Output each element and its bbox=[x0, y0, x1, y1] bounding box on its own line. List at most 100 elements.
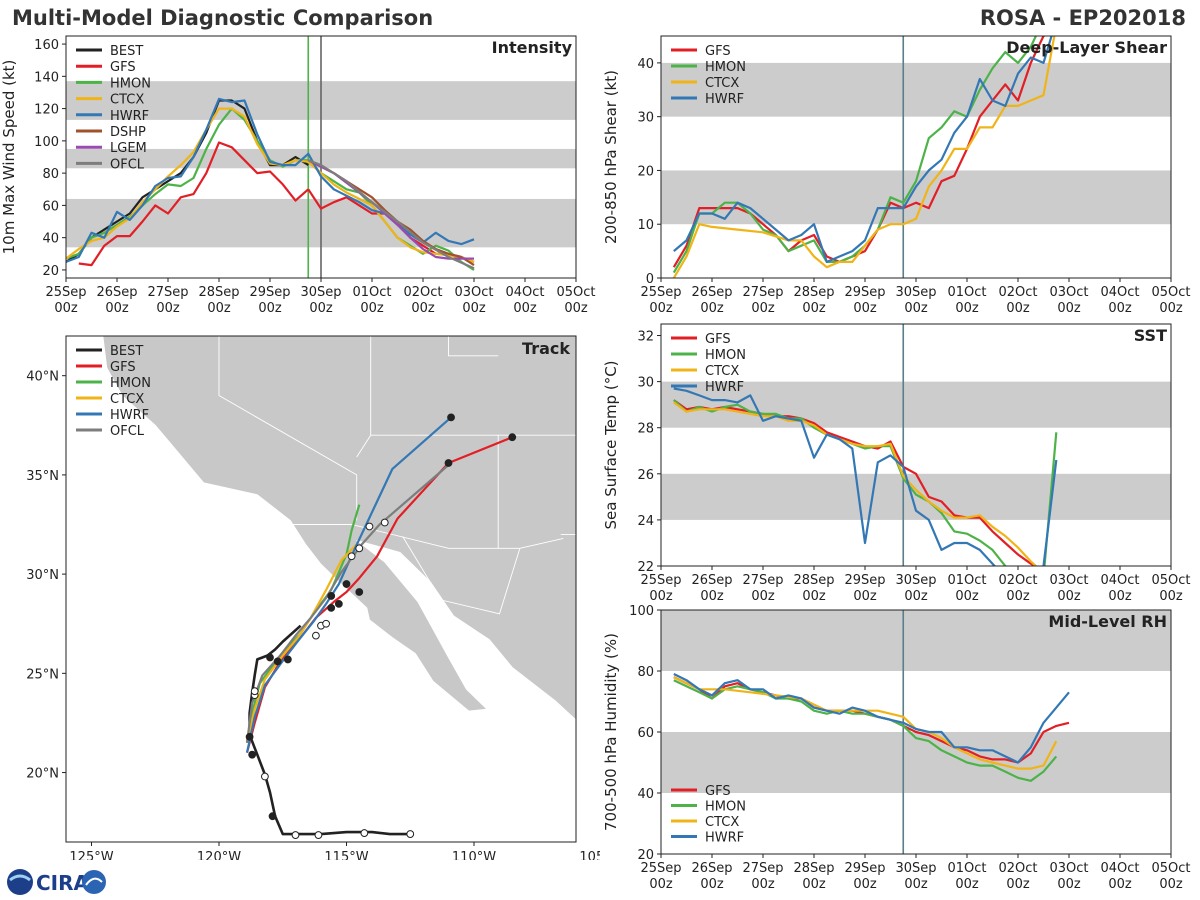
legend-label: CTCX bbox=[705, 76, 739, 91]
x-tick-date: 03Oct bbox=[1049, 861, 1088, 876]
x-tick-date: 25Sep bbox=[45, 285, 86, 300]
lat-tick-label: 30°N bbox=[26, 568, 59, 583]
y-tick-label: 40 bbox=[637, 57, 654, 72]
track-position-marker bbox=[245, 732, 254, 741]
series-line-hwrf bbox=[66, 97, 475, 263]
x-tick-date: 26Sep bbox=[691, 861, 732, 876]
track-position-marker bbox=[508, 433, 517, 442]
x-tick-hour: 00z bbox=[1108, 877, 1132, 892]
track-position-marker bbox=[360, 829, 369, 837]
x-tick-date: 27Sep bbox=[742, 573, 783, 588]
x-tick-date: 03Oct bbox=[454, 285, 493, 300]
x-tick-date: 27Sep bbox=[742, 861, 783, 876]
lat-tick-label: 40°N bbox=[26, 370, 59, 385]
map-frame bbox=[65, 335, 577, 843]
logo-text: CIRA bbox=[36, 871, 90, 895]
x-tick-hour: 00z bbox=[1006, 589, 1030, 604]
x-tick-date: 25Sep bbox=[640, 861, 681, 876]
x-tick-hour: 00z bbox=[207, 301, 231, 316]
legend-label: HMON bbox=[705, 348, 746, 363]
y-axis-label: 700-500 hPa Humidity (%) bbox=[602, 633, 620, 831]
x-tick-hour: 00z bbox=[853, 301, 877, 316]
y-tick-label: 100 bbox=[34, 135, 59, 150]
x-tick-date: 04Oct bbox=[505, 285, 544, 300]
y-tick-label: 160 bbox=[34, 38, 59, 53]
political-border bbox=[218, 336, 358, 521]
y-tick-label: 22 bbox=[637, 560, 654, 575]
x-tick-date: 27Sep bbox=[147, 285, 188, 300]
x-tick-hour: 00z bbox=[751, 589, 775, 604]
track-position-marker bbox=[322, 619, 331, 628]
y-tick-label: 20 bbox=[42, 264, 59, 279]
series-line-hmon bbox=[673, 679, 1058, 782]
x-tick-date: 26Sep bbox=[691, 285, 732, 300]
x-tick-hour: 00z bbox=[649, 877, 673, 892]
y-tick-label: 100 bbox=[629, 604, 654, 619]
x-tick-hour: 00z bbox=[258, 301, 282, 316]
track-position-marker bbox=[327, 592, 336, 600]
x-tick-hour: 00z bbox=[802, 877, 826, 892]
x-tick-date: 30Sep bbox=[895, 573, 936, 588]
lon-tick-label: 125°W bbox=[69, 850, 113, 860]
landmass-north-america bbox=[102, 336, 576, 721]
rh-chart: 2040608010025Sep00z26Sep00z27Sep00z28Sep… bbox=[602, 604, 1191, 892]
track-position-marker bbox=[266, 653, 274, 662]
lat-tick-label: 35°N bbox=[26, 469, 59, 484]
track-position-marker bbox=[355, 588, 364, 596]
track-position-marker bbox=[248, 750, 257, 759]
track-position-marker bbox=[261, 772, 269, 781]
x-tick-date: 05Oct bbox=[1151, 573, 1190, 588]
series-line-ofcl bbox=[307, 159, 475, 270]
lon-tick-label: 120°W bbox=[197, 850, 241, 860]
legend-label: GFS bbox=[110, 60, 136, 75]
x-tick-hour: 00z bbox=[564, 301, 588, 316]
x-tick-date: 02Oct bbox=[403, 285, 442, 300]
shear-chart: 01020304025Sep00z26Sep00z27Sep00z28Sep00… bbox=[602, 35, 1191, 316]
track-position-marker bbox=[283, 655, 292, 664]
legend-label: HWRF bbox=[110, 408, 149, 423]
x-tick-hour: 00z bbox=[700, 301, 724, 316]
track-position-marker bbox=[314, 831, 323, 839]
legend-label: DSHP bbox=[110, 125, 146, 140]
track-line-best bbox=[248, 624, 411, 836]
political-border bbox=[293, 524, 564, 549]
x-tick-hour: 00z bbox=[1006, 301, 1030, 316]
track-position-marker bbox=[406, 830, 415, 838]
legend-label: CTCX bbox=[110, 392, 144, 407]
x-tick-date: 04Oct bbox=[1100, 285, 1139, 300]
track-line-hwrf bbox=[245, 416, 452, 753]
x-tick-date: 28Sep bbox=[198, 285, 239, 300]
track-position-marker bbox=[268, 812, 277, 821]
legend-label: HWRF bbox=[110, 109, 149, 124]
x-tick-hour: 00z bbox=[955, 877, 979, 892]
globe-icon bbox=[7, 869, 33, 895]
x-tick-date: 29Sep bbox=[249, 285, 290, 300]
x-tick-hour: 00z bbox=[955, 589, 979, 604]
track-position-marker bbox=[327, 603, 336, 612]
legend-label: GFS bbox=[705, 44, 731, 59]
x-tick-hour: 00z bbox=[649, 301, 673, 316]
series-line-gfs bbox=[673, 399, 1038, 566]
x-tick-date: 29Sep bbox=[844, 285, 885, 300]
y-tick-label: 140 bbox=[34, 70, 59, 85]
x-tick-hour: 00z bbox=[105, 301, 129, 316]
x-tick-hour: 00z bbox=[1159, 301, 1183, 316]
track-position-marker bbox=[273, 657, 282, 666]
x-tick-date: 27Sep bbox=[742, 285, 783, 300]
x-tick-date: 25Sep bbox=[640, 285, 681, 300]
sst-chart: 22242628303225Sep00z26Sep00z27Sep00z28Se… bbox=[602, 323, 1191, 604]
x-tick-date: 29Sep bbox=[844, 573, 885, 588]
y-tick-label: 10 bbox=[637, 218, 654, 233]
y-tick-label: 60 bbox=[637, 726, 654, 741]
x-tick-date: 05Oct bbox=[556, 285, 595, 300]
x-tick-hour: 00z bbox=[904, 877, 928, 892]
y-tick-label: 60 bbox=[42, 199, 59, 214]
legend-label: OFCL bbox=[110, 157, 145, 172]
legend-label: CTCX bbox=[110, 93, 144, 108]
y-axis-label: Sea Surface Temp (°C) bbox=[602, 360, 620, 529]
x-tick-hour: 00z bbox=[513, 301, 537, 316]
x-tick-date: 03Oct bbox=[1049, 285, 1088, 300]
series-line-hmon bbox=[673, 399, 1058, 566]
lat-tick-label: 25°N bbox=[26, 667, 59, 682]
threshold-band bbox=[661, 473, 1171, 520]
